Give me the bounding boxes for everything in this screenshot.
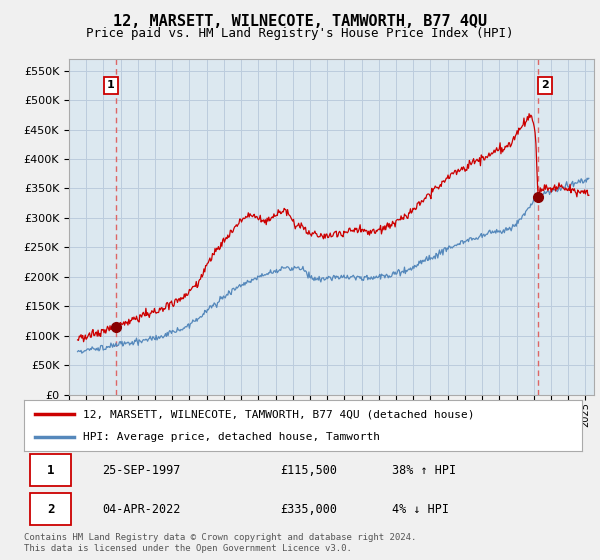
FancyBboxPatch shape	[29, 454, 71, 487]
Text: 2: 2	[541, 80, 549, 90]
Text: 38% ↑ HPI: 38% ↑ HPI	[392, 464, 457, 477]
Text: 25-SEP-1997: 25-SEP-1997	[102, 464, 181, 477]
Text: 1: 1	[107, 80, 115, 90]
Text: 12, MARSETT, WILNECOTE, TAMWORTH, B77 4QU: 12, MARSETT, WILNECOTE, TAMWORTH, B77 4Q…	[113, 14, 487, 29]
Text: Contains HM Land Registry data © Crown copyright and database right 2024.
This d: Contains HM Land Registry data © Crown c…	[24, 533, 416, 553]
Text: 1: 1	[47, 464, 55, 477]
Text: £335,000: £335,000	[281, 502, 338, 516]
Text: £115,500: £115,500	[281, 464, 338, 477]
Text: HPI: Average price, detached house, Tamworth: HPI: Average price, detached house, Tamw…	[83, 432, 380, 442]
Text: 2: 2	[47, 502, 55, 516]
Text: 12, MARSETT, WILNECOTE, TAMWORTH, B77 4QU (detached house): 12, MARSETT, WILNECOTE, TAMWORTH, B77 4Q…	[83, 409, 474, 419]
Text: 04-APR-2022: 04-APR-2022	[102, 502, 181, 516]
Text: Price paid vs. HM Land Registry's House Price Index (HPI): Price paid vs. HM Land Registry's House …	[86, 27, 514, 40]
FancyBboxPatch shape	[29, 493, 71, 525]
Text: 4% ↓ HPI: 4% ↓ HPI	[392, 502, 449, 516]
